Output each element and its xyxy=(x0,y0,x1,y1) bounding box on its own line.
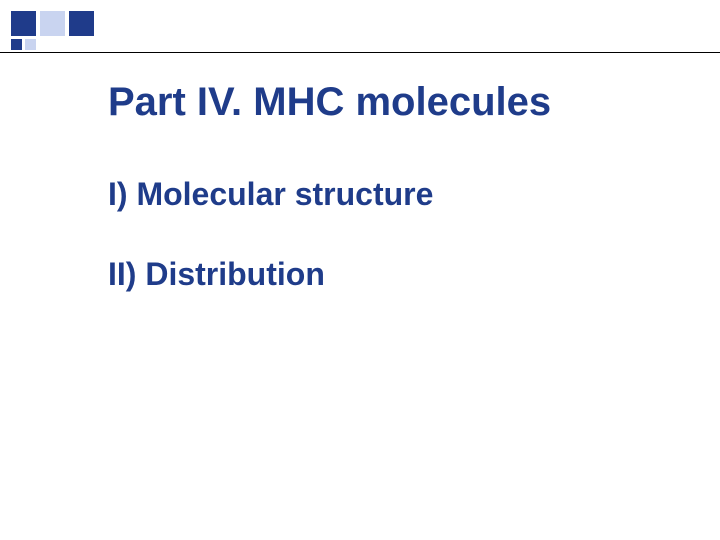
horizontal-divider xyxy=(0,52,720,53)
decor-square-dark-2 xyxy=(69,11,94,36)
list-item: I) Molecular structure xyxy=(108,174,680,214)
corner-decoration xyxy=(0,0,110,55)
decor-square-small-dark xyxy=(11,39,22,50)
decor-square-small-light xyxy=(25,39,36,50)
decor-square-dark-1 xyxy=(11,11,36,36)
slide-content: Part IV. MHC molecules I) Molecular stru… xyxy=(108,78,680,334)
list-item: II) Distribution xyxy=(108,254,680,294)
slide-title: Part IV. MHC molecules xyxy=(108,78,680,126)
decor-square-light-1 xyxy=(40,11,65,36)
